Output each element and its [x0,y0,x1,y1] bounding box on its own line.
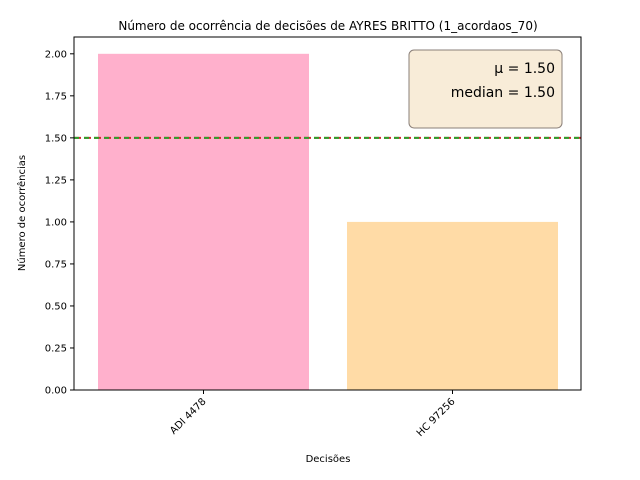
plot-frame [73,36,582,391]
y-tick-label: 0.50 [45,301,67,312]
y-tick-label: 0.75 [45,259,67,270]
x-axis-title: Decisões [306,454,351,465]
bar-1 [98,53,309,391]
x-axis: ADI 4478 HC 97256 [168,390,458,439]
y-tick-label: 1.00 [45,217,67,228]
stats-box-frame [408,49,563,129]
stats-box: μ = 1.50 median = 1.50 [408,49,563,129]
bar-2 [347,221,558,390]
y-tick-label: 1.75 [45,91,67,102]
stats-mean: μ = 1.50 [494,61,555,77]
bars-group [98,53,558,391]
chart-title: Número de ocorrência de decisões de AYRE… [118,19,537,33]
x-tick-label: ADI 4478 [168,396,208,436]
y-axis-title: Número de ocorrências [16,155,28,271]
y-axis: 0.00 0.25 0.50 0.75 1.00 1.25 1.50 1.75 2.00 [45,49,74,397]
y-tick-label: 0.25 [45,343,67,354]
x-tick-label: HC 97256 [415,396,458,439]
y-tick-label: 2.00 [45,49,67,60]
y-tick-label: 1.25 [45,175,67,186]
stats-median: median = 1.50 [451,85,555,101]
y-tick-label: 0.00 [45,386,67,397]
y-tick-label: 1.50 [45,133,67,144]
